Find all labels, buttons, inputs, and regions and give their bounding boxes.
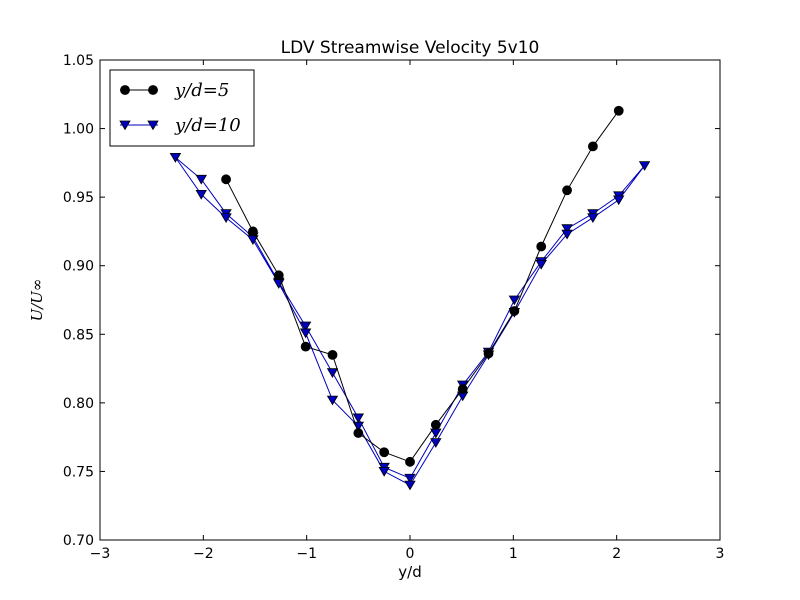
data-point <box>326 368 339 378</box>
data-point <box>195 189 207 200</box>
legend-box <box>109 69 255 147</box>
data-point <box>535 259 547 270</box>
data-point <box>195 174 207 185</box>
data-point <box>299 328 312 339</box>
x-tick-label: 1 <box>509 546 518 562</box>
data-point <box>300 341 311 352</box>
series-1 <box>221 105 624 467</box>
data-point <box>379 447 390 458</box>
data-point <box>588 141 598 152</box>
x-tick-label: −1 <box>296 546 317 562</box>
data-point <box>352 413 365 424</box>
chart-title: LDV Streamwise Velocity 5v10 <box>281 38 540 58</box>
y-tick-label: 1.05 <box>63 53 94 69</box>
x-tick-label: −3 <box>90 546 111 562</box>
data-point <box>536 241 547 252</box>
x-tick-label: −2 <box>193 546 214 562</box>
data-point <box>169 152 182 163</box>
data-point <box>457 384 468 395</box>
data-point <box>509 306 520 316</box>
y-tick-label: 0.85 <box>63 327 94 343</box>
data-point <box>220 213 232 224</box>
legend-label: y/d=10 <box>174 115 241 136</box>
legend-marker <box>120 85 130 95</box>
y-tick-label: 0.80 <box>63 396 94 412</box>
data-point <box>248 226 258 237</box>
data-point <box>561 229 573 240</box>
y-axis-label: U/U∞ <box>28 279 46 322</box>
data-point <box>405 456 415 467</box>
data-point <box>483 348 494 359</box>
data-point <box>430 438 442 448</box>
data-point <box>562 185 572 196</box>
legend-label: y/d=5 <box>174 80 229 101</box>
data-point <box>326 395 339 406</box>
x-axis-label: y/d <box>398 563 421 581</box>
data-point <box>299 321 312 332</box>
legend: y/d=5 y/d=10 <box>109 69 255 147</box>
x-axis: −3 −2 −1 0 1 2 3 <box>90 60 725 562</box>
y-tick-label: 0.95 <box>63 190 94 206</box>
data-point <box>508 295 521 306</box>
y-tick-label: 1.00 <box>63 122 94 138</box>
y-tick-label: 0.70 <box>63 533 94 549</box>
data-point <box>378 467 390 477</box>
legend-marker <box>147 120 159 131</box>
data-point <box>613 195 625 206</box>
data-point <box>404 473 416 484</box>
series-layer <box>169 105 651 491</box>
data-point <box>638 161 651 171</box>
series-line <box>225 110 620 463</box>
data-point <box>327 349 338 360</box>
data-point <box>561 224 573 234</box>
data-point <box>404 480 416 491</box>
legend-marker <box>119 120 131 131</box>
x-tick-label: 0 <box>406 546 415 562</box>
data-point <box>353 428 364 438</box>
x-tick-label: 2 <box>612 546 621 562</box>
data-point <box>221 174 231 185</box>
y-axis: 0.70 0.75 0.80 0.85 0.90 0.95 1.00 1.05 <box>63 53 720 549</box>
x-tick-label: 3 <box>716 546 725 562</box>
data-point <box>613 105 624 116</box>
legend-marker <box>148 85 158 95</box>
data-point <box>273 270 284 281</box>
y-tick-label: 0.75 <box>63 464 94 480</box>
data-point <box>430 419 441 430</box>
y-tick-label: 0.90 <box>63 259 94 275</box>
data-point <box>587 213 599 224</box>
